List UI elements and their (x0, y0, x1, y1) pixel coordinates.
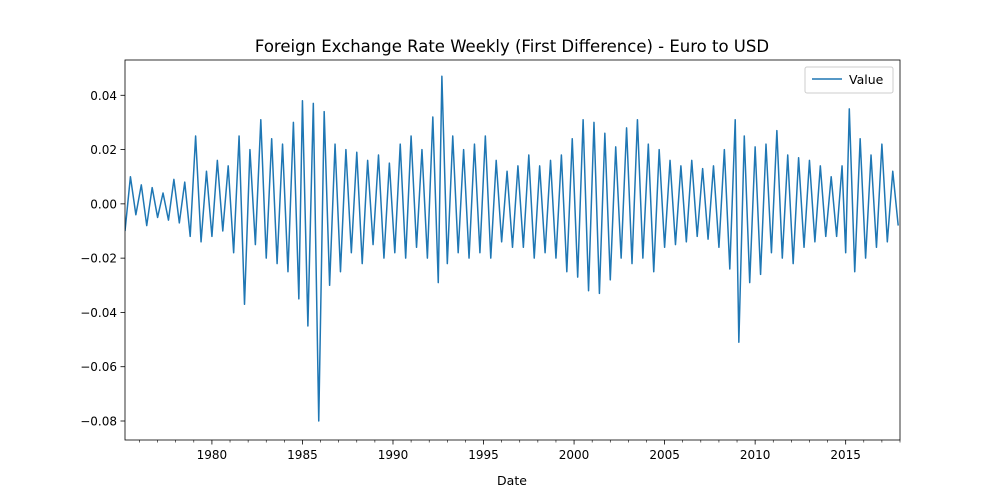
x-tick-label: 1980 (197, 448, 228, 462)
chart-title: Foreign Exchange Rate Weekly (First Diff… (255, 37, 769, 56)
legend-box (804, 66, 894, 94)
y-tick-label: −0.02 (80, 252, 117, 266)
y-tick-label: −0.06 (80, 360, 117, 374)
legend-label-value: Value (849, 72, 884, 87)
y-axis: 0.04 0.02 0.00 −0.02 −0.04 −0.06 −0.08 (80, 89, 125, 429)
x-tick-label: 2015 (830, 448, 861, 462)
x-tick-label: 2005 (649, 448, 680, 462)
y-tick-label: −0.08 (80, 415, 117, 429)
x-axis: 1980 1985 1990 1995 2000 2005 2010 2015 (139, 440, 901, 462)
x-axis-title: Date (497, 473, 527, 488)
plot-frame (124, 59, 901, 441)
series-line-0 (125, 75, 899, 422)
y-tick-label: 0.00 (90, 197, 117, 211)
y-tick-label: 0.02 (90, 143, 117, 157)
data-layer (125, 75, 899, 422)
x-tick-label: 1985 (287, 448, 318, 462)
legend: Value (804, 66, 894, 94)
x-tick-label: 1995 (468, 448, 499, 462)
plot-area (125, 60, 900, 440)
y-tick-label: 0.04 (90, 89, 117, 103)
x-tick-label: 1990 (378, 448, 409, 462)
x-tick-label: 2010 (740, 448, 771, 462)
x-tick-label: 2000 (559, 448, 590, 462)
y-tick-label: −0.04 (80, 306, 117, 320)
